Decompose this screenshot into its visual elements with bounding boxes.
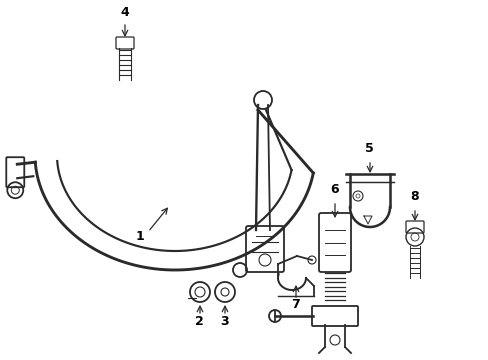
FancyBboxPatch shape [116, 37, 134, 49]
Text: 7: 7 [290, 298, 299, 311]
Text: 3: 3 [220, 315, 228, 328]
Text: 8: 8 [409, 190, 418, 203]
FancyBboxPatch shape [311, 306, 357, 326]
FancyBboxPatch shape [405, 221, 423, 233]
FancyBboxPatch shape [318, 213, 350, 272]
Text: 5: 5 [364, 142, 373, 155]
FancyBboxPatch shape [245, 226, 284, 272]
Text: 6: 6 [329, 183, 338, 196]
FancyBboxPatch shape [6, 157, 24, 187]
Text: 2: 2 [195, 315, 203, 328]
Text: 4: 4 [120, 6, 128, 19]
Text: 1: 1 [136, 230, 144, 243]
